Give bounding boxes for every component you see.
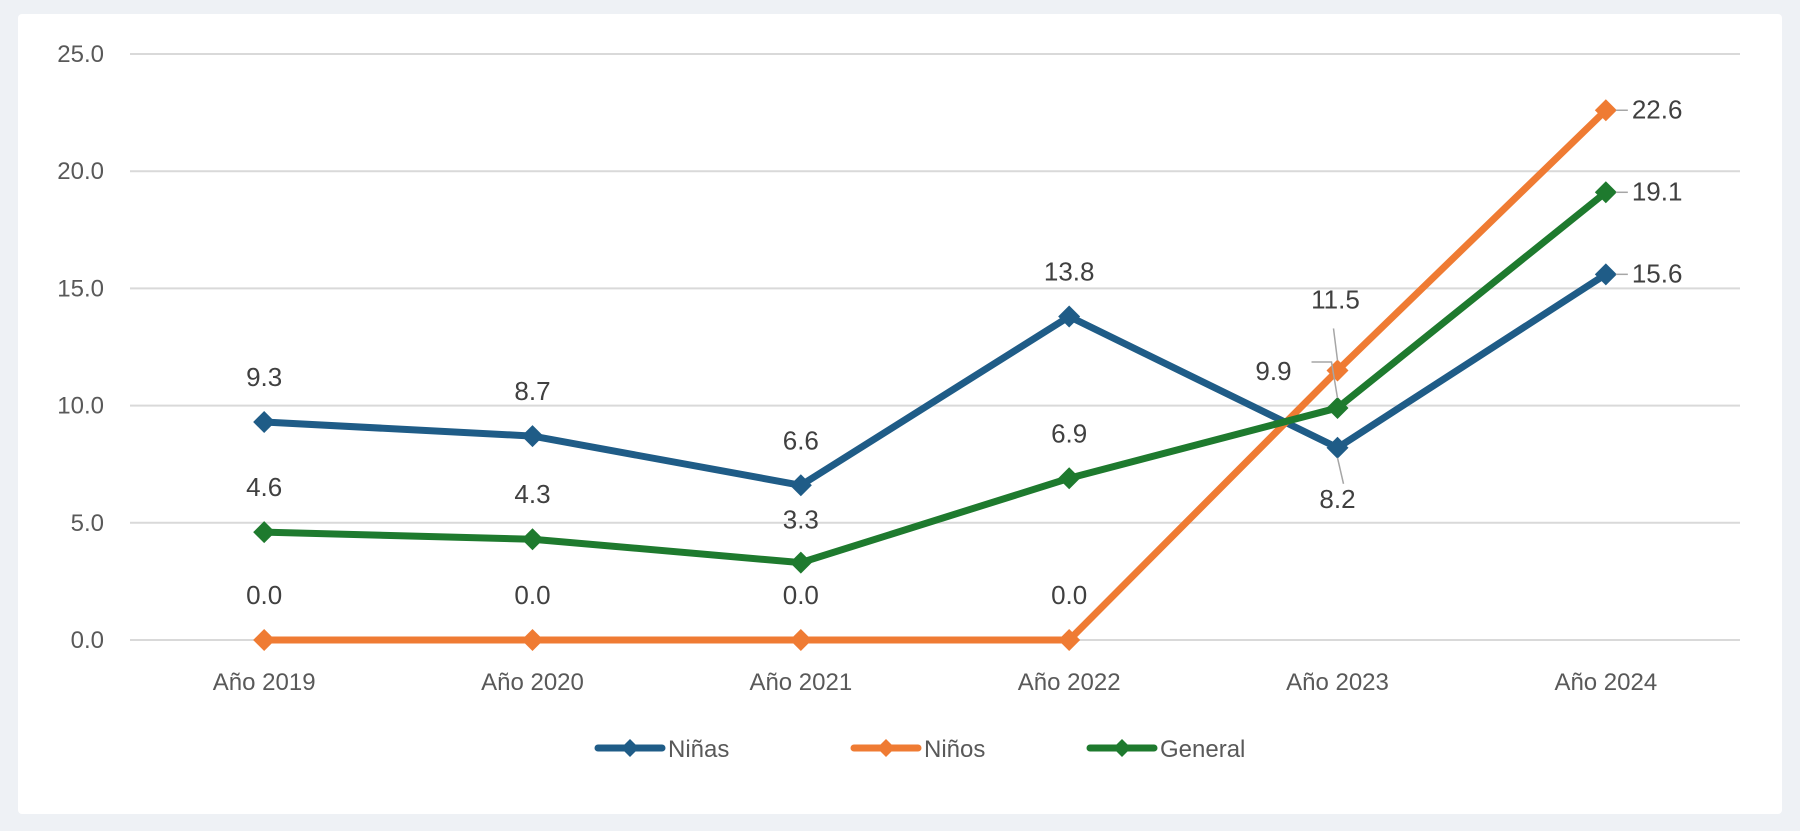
y-tick-label: 20.0 xyxy=(57,158,104,185)
legend: Niñas Niños General xyxy=(594,736,1245,763)
data-label: 9.9 xyxy=(1255,356,1291,386)
chart-card: 0.0 5.0 10.0 15.0 20.0 25.0 Año 2019 Año 2020 A… xyxy=(18,14,1782,814)
data-label: 22.6 xyxy=(1632,94,1683,124)
data-point-marker xyxy=(521,425,544,448)
data-label: 4.3 xyxy=(514,479,550,509)
data-point-marker xyxy=(1594,263,1617,286)
legend-item-niñas[interactable]: Niñas xyxy=(594,736,729,763)
data-label-leader-line xyxy=(1336,457,1345,484)
gridlines xyxy=(130,53,1740,641)
line-chart: 0.05.010.015.020.025.0 Año 2019 Año 2020 A… xyxy=(57,41,1740,763)
data-point-marker xyxy=(1326,396,1349,419)
data-label: 6.6 xyxy=(783,425,819,455)
y-axis-tick-labels: 0.0 5.0 10.0 15.0 20.0 25.0 xyxy=(57,41,104,654)
x-tick-label: Año 2022 xyxy=(1018,669,1121,696)
y-tick-label: 0.0 xyxy=(71,627,104,654)
data-point-marker xyxy=(789,474,812,497)
data-label: 3.3 xyxy=(783,505,819,535)
data-label: 13.8 xyxy=(1044,257,1095,287)
x-axis-tick-labels: Año 2019 Año 2020 Año 2021 Año 2022 Año 2023… xyxy=(213,669,1657,696)
y-tick-label: 10.0 xyxy=(57,393,104,420)
legend-diamond-marker xyxy=(1113,739,1131,757)
data-label: 0.0 xyxy=(783,580,819,610)
data-label: 0.0 xyxy=(514,580,550,610)
data-point-marker xyxy=(521,528,544,551)
legend-item-niños[interactable]: Niños xyxy=(850,736,985,763)
series-line xyxy=(260,270,1610,489)
legend-diamond-marker xyxy=(621,739,639,757)
data-label: 15.6 xyxy=(1632,258,1683,288)
series-niñas xyxy=(253,263,1617,497)
data-label: 19.1 xyxy=(1632,176,1683,206)
x-tick-label: Año 2024 xyxy=(1554,669,1657,696)
data-labels: 9.3 8.7 6.6 13.8 8.2 15.6 0.0 0.0 0.0 0.0 11.5 22.6… xyxy=(246,94,1682,610)
data-point-marker xyxy=(521,629,544,651)
data-point-marker xyxy=(253,629,276,651)
data-label: 11.5 xyxy=(1311,284,1360,314)
series-line xyxy=(260,106,1610,644)
y-tick-label: 25.0 xyxy=(57,41,104,68)
data-point-marker xyxy=(253,521,276,544)
y-tick-label: 5.0 xyxy=(71,510,104,537)
data-label-leader-line xyxy=(1332,328,1339,361)
data-label: 6.9 xyxy=(1051,418,1087,448)
data-point-marker xyxy=(789,551,812,574)
legend-label: General xyxy=(1160,736,1245,763)
data-point-marker xyxy=(1058,305,1081,328)
series-line xyxy=(260,188,1610,567)
data-label: 8.2 xyxy=(1319,484,1355,514)
y-tick-label: 15.0 xyxy=(57,275,104,302)
data-point-marker xyxy=(253,411,276,434)
series-niños xyxy=(253,99,1617,651)
legend-label: Niños xyxy=(924,736,985,763)
data-point-marker xyxy=(1326,436,1349,459)
x-tick-label: Año 2020 xyxy=(481,669,584,696)
legend-label: Niñas xyxy=(668,736,729,763)
legend-item-general[interactable]: General xyxy=(1086,736,1245,763)
data-label-leader-line xyxy=(1311,361,1339,399)
x-tick-label: Año 2019 xyxy=(213,669,316,696)
data-label: 4.6 xyxy=(246,472,282,502)
data-label: 0.0 xyxy=(246,580,282,610)
data-point-marker xyxy=(1594,181,1617,204)
data-point-marker xyxy=(1058,467,1081,490)
series-lines xyxy=(253,99,1617,651)
data-label: 8.7 xyxy=(514,376,550,406)
x-tick-label: Año 2023 xyxy=(1286,669,1389,696)
legend-diamond-marker xyxy=(877,739,895,757)
series-general xyxy=(253,181,1617,574)
data-label: 9.3 xyxy=(246,362,282,392)
data-point-marker xyxy=(1058,629,1081,651)
data-label: 0.0 xyxy=(1051,580,1087,610)
data-point-marker xyxy=(1594,99,1617,122)
data-point-marker xyxy=(789,629,812,651)
x-tick-label: Año 2021 xyxy=(749,669,852,696)
